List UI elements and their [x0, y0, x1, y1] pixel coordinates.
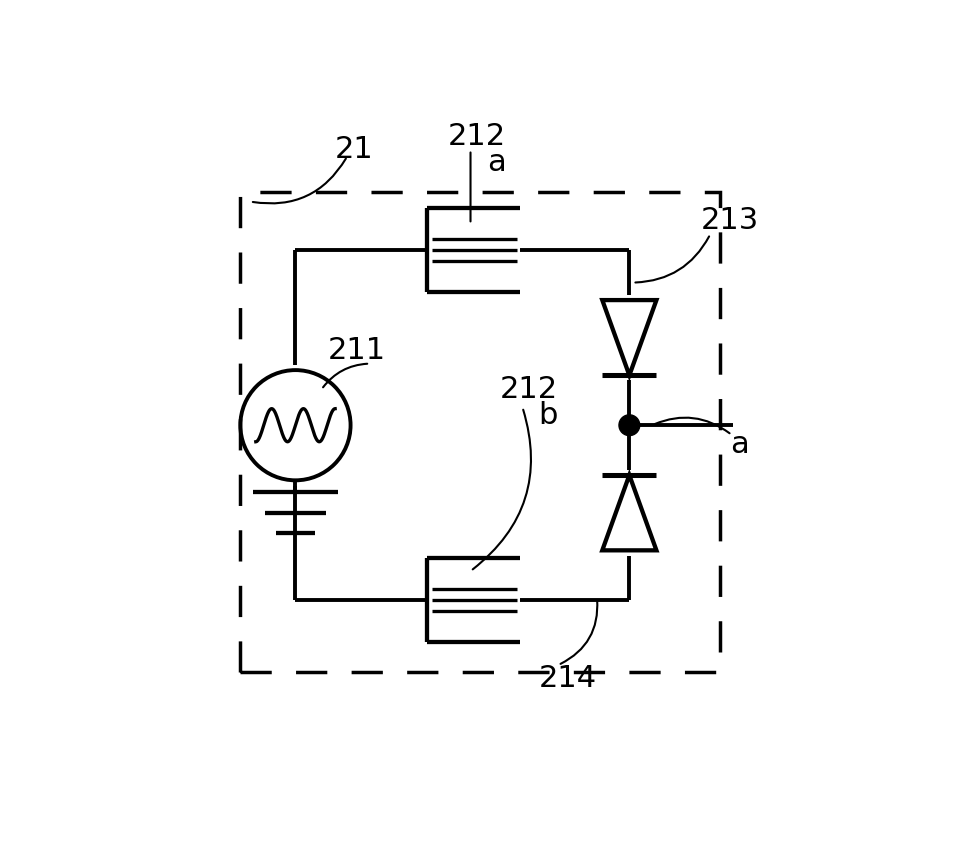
- Text: 214: 214: [539, 663, 597, 693]
- Text: 212: 212: [500, 375, 558, 404]
- Text: 212: 212: [448, 122, 506, 152]
- Text: 211: 211: [328, 336, 386, 365]
- Text: a: a: [730, 430, 749, 459]
- Text: 21: 21: [334, 136, 373, 164]
- Circle shape: [619, 415, 640, 435]
- Text: 213: 213: [701, 206, 759, 236]
- Text: a: a: [488, 148, 506, 177]
- Text: b: b: [538, 401, 558, 430]
